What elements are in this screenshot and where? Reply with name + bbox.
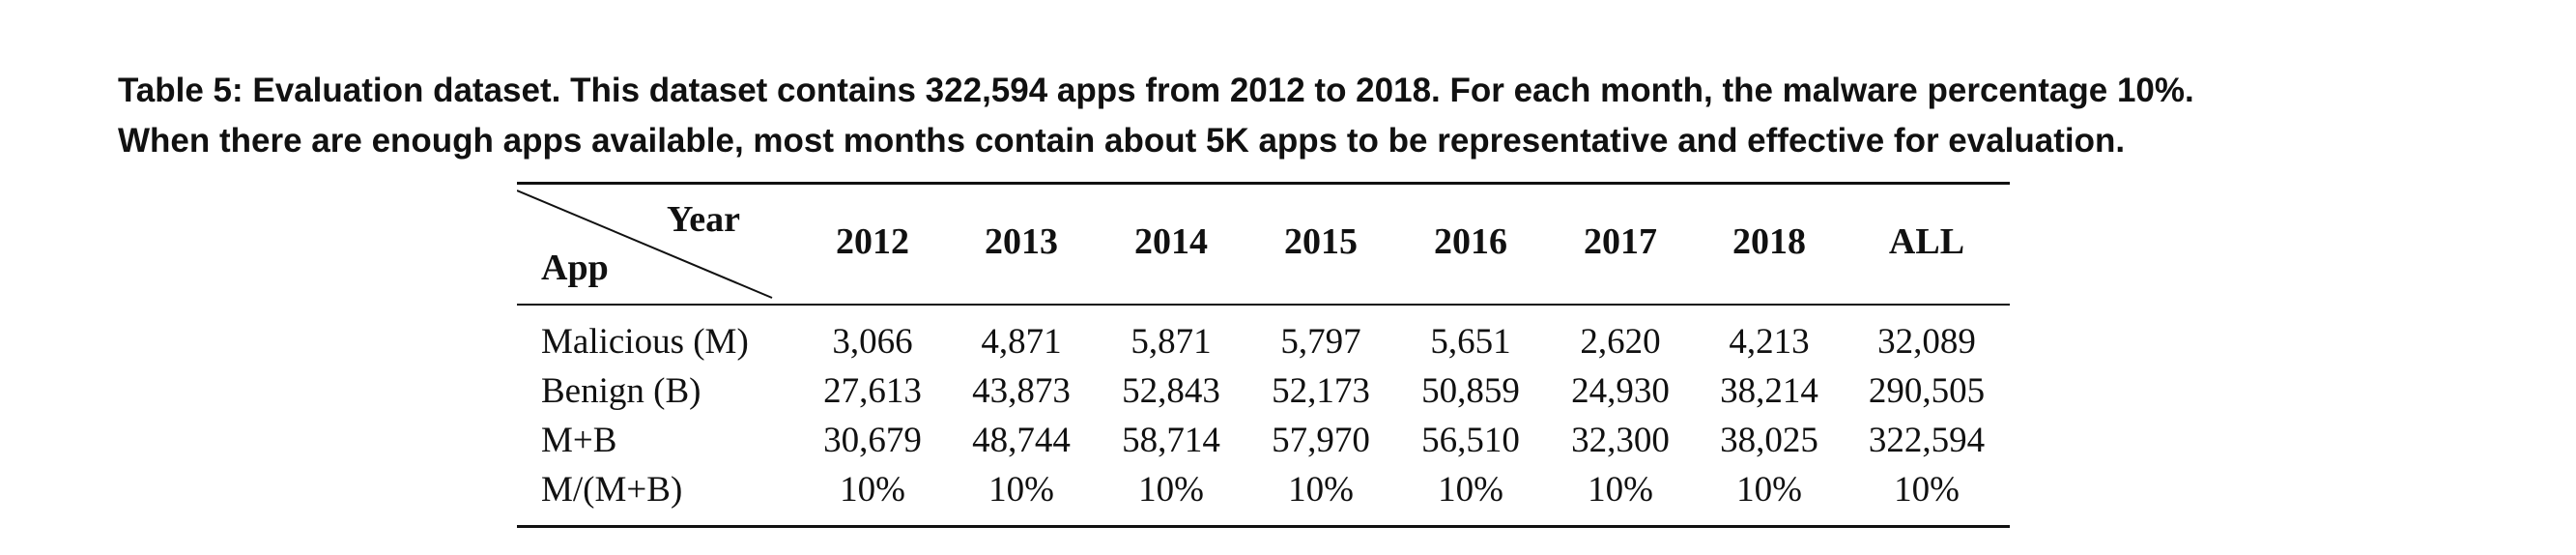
table-cell: 3,066 (832, 322, 913, 362)
table-cell: 24,930 (1571, 371, 1670, 411)
table-cell: 52,843 (1122, 371, 1220, 411)
table-bottom-rule (517, 525, 2010, 528)
table-cell: 10% (1894, 470, 1960, 510)
table-cell: 10% (1588, 470, 1653, 510)
row-label: M/(M+B) (541, 470, 683, 510)
row-label: M+B (541, 421, 617, 460)
table-cell: 10% (1288, 470, 1354, 510)
column-header-2018: 2018 (1732, 221, 1806, 262)
table-cell: 52,173 (1272, 371, 1370, 411)
table-cell: 57,970 (1272, 421, 1370, 460)
table-cell: 30,679 (823, 421, 922, 460)
table-cell: 10% (840, 470, 905, 510)
row-label: Malicious (M) (541, 322, 749, 362)
table-cell: 32,089 (1877, 322, 1976, 362)
table-cell: 4,871 (981, 322, 1062, 362)
row-label: Benign (B) (541, 371, 701, 411)
table-cell: 4,213 (1729, 322, 1810, 362)
table-cell: 50,859 (1421, 371, 1520, 411)
table-header-rule (517, 304, 2010, 306)
table-cell: 58,714 (1122, 421, 1220, 460)
table-cell: 2,620 (1580, 322, 1661, 362)
corner-diagonal-line (517, 190, 773, 299)
column-header-2015: 2015 (1284, 221, 1358, 262)
table-cell: 27,613 (823, 371, 922, 411)
caption-line-2: When there are enough apps available, mo… (118, 122, 2126, 160)
corner-label-app: App (541, 248, 609, 288)
column-header-2016: 2016 (1434, 221, 1507, 262)
corner-label-year: Year (667, 199, 740, 240)
column-header-all: ALL (1888, 221, 1965, 262)
table-cell: 10% (1138, 470, 1204, 510)
table-cell: 43,873 (972, 371, 1071, 411)
table-cell: 56,510 (1421, 421, 1520, 460)
table-cell: 5,651 (1430, 322, 1511, 362)
table-cell: 38,025 (1720, 421, 1818, 460)
table-cell: 10% (1438, 470, 1503, 510)
table-cell: 290,505 (1868, 371, 1986, 411)
table-top-rule (517, 182, 2010, 185)
table-row: Malicious (M) 3,066 4,871 5,871 5,797 5,651 2,… (517, 321, 2010, 371)
table-cell: 48,744 (972, 421, 1071, 460)
table-cell: 38,214 (1720, 371, 1818, 411)
table-row: M+B 30,679 48,744 58,714 57,970 56,510 32,300 3… (517, 420, 2010, 470)
column-header-2017: 2017 (1584, 221, 1657, 262)
table-caption: Table 5: Evaluation dataset. This datase… (118, 66, 2476, 166)
table-cell: 5,797 (1280, 322, 1361, 362)
table-cell: 32,300 (1571, 421, 1670, 460)
table-cell: 322,594 (1868, 421, 1986, 460)
table-cell: 5,871 (1131, 322, 1212, 362)
column-header-2013: 2013 (985, 221, 1058, 262)
column-header-2014: 2014 (1134, 221, 1208, 262)
table-cell: 10% (988, 470, 1054, 510)
table-row: Benign (B) 27,613 43,873 52,843 52,173 50,859… (517, 370, 2010, 421)
caption-line-1: Table 5: Evaluation dataset. This datase… (118, 72, 2194, 109)
table-row: M/(M+B) 10% 10% 10% 10% 10% 10% 10% 10% (517, 469, 2010, 519)
table-cell: 10% (1736, 470, 1802, 510)
column-header-2012: 2012 (836, 221, 909, 262)
header-corner-cell: Year App (517, 185, 773, 304)
